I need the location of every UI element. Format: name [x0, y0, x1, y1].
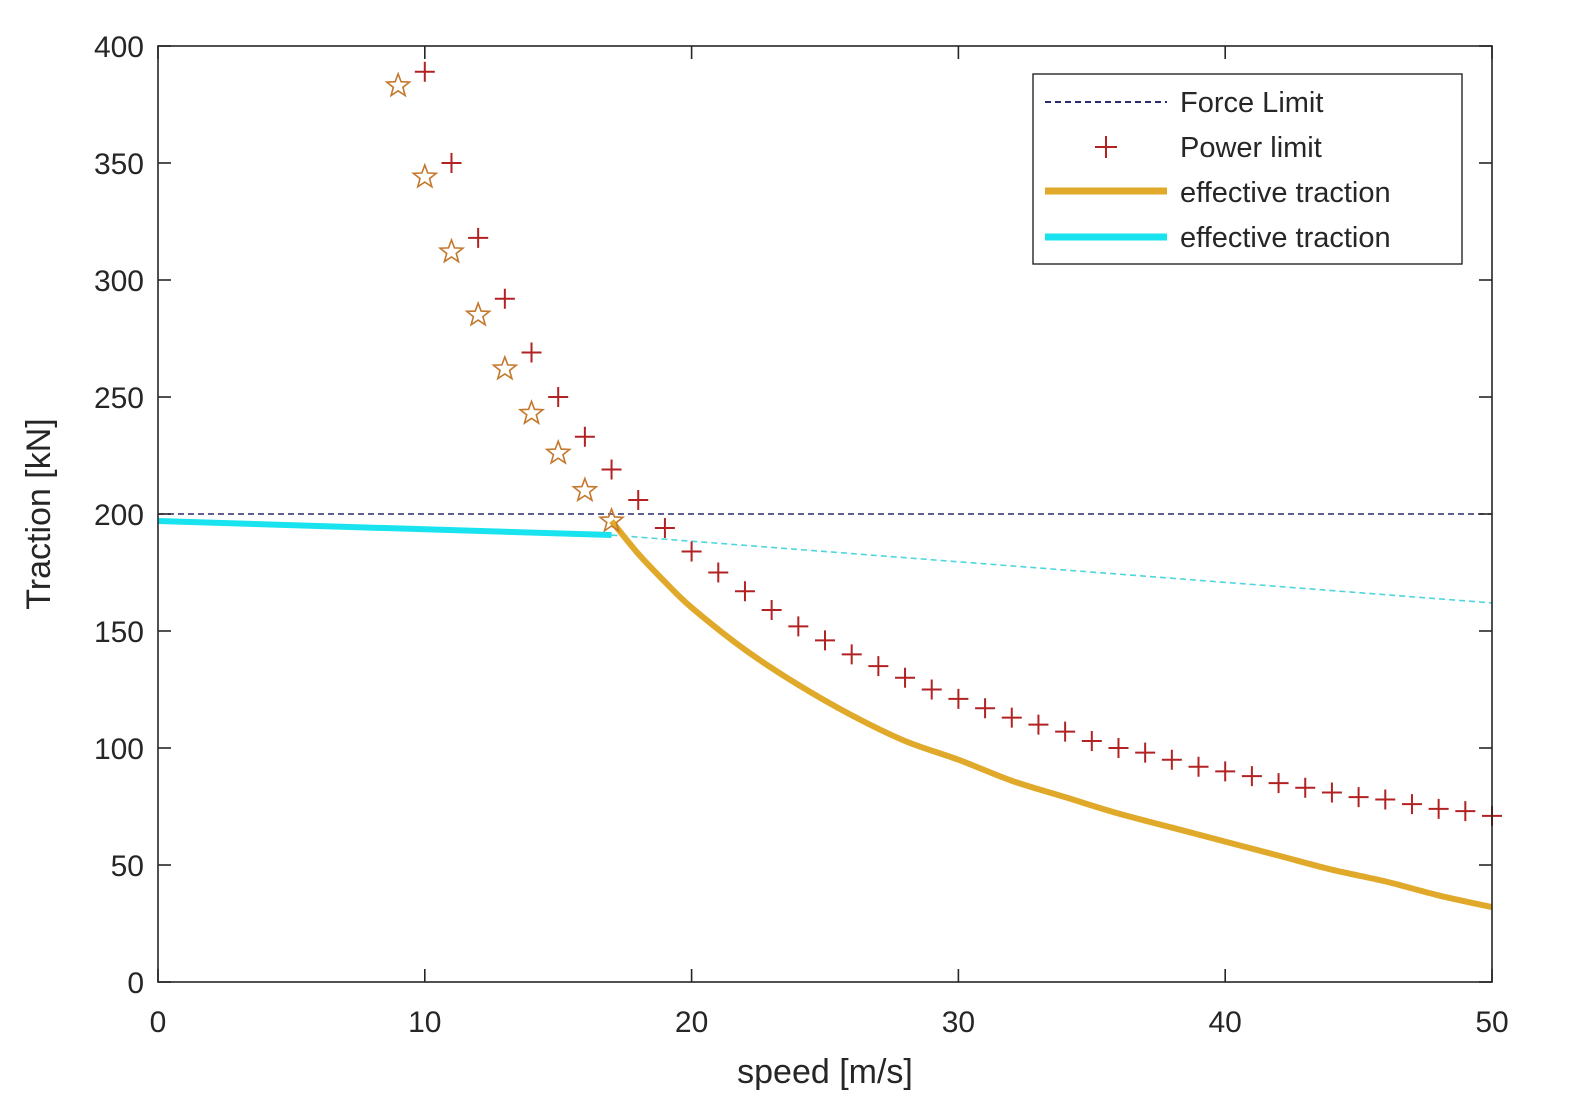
power-limit-point — [1215, 761, 1236, 782]
power-limit-point — [681, 541, 702, 562]
power-limit-point — [1321, 782, 1342, 803]
power-limit-point — [708, 562, 729, 583]
power-limit-point — [441, 153, 462, 173]
power-limit-point — [601, 459, 622, 480]
y-tick-label: 300 — [94, 265, 144, 298]
power-limit-point — [1028, 714, 1049, 735]
legend-box — [1032, 73, 1463, 265]
power-limit-point — [1241, 766, 1262, 787]
cyan-dashed-extension-line — [611, 534, 1493, 604]
x-tick-label: 0 — [150, 1006, 167, 1039]
y-tick-label: 50 — [111, 850, 144, 883]
legend-label-force-limit: Force Limit — [1180, 87, 1323, 119]
effective-traction-gold-line-path — [609, 519, 1493, 911]
star-point — [571, 476, 599, 503]
power-limit-point — [788, 616, 809, 637]
legend: Force Limit Power limit effective tracti… — [1032, 73, 1463, 265]
star-point — [384, 71, 412, 98]
ticks-layer: 0 10 20 30 40 50 0 50 100 150 200 250 300 350 400 — [94, 31, 1509, 1039]
power-limit-point — [1108, 738, 1129, 758]
power-limit-point — [1348, 787, 1369, 808]
power-limit-point — [895, 667, 916, 688]
power-limit-point — [1401, 794, 1422, 815]
power-limit-point — [734, 581, 755, 602]
power-limit-point — [761, 599, 782, 620]
power-limit-point — [815, 630, 835, 651]
cyan-dashed-extension-line-path — [611, 534, 1493, 604]
y-tick-label: 150 — [94, 616, 144, 649]
x-tick-label: 20 — [675, 1006, 708, 1039]
legend-label-effective-traction-gold: effective traction — [1180, 177, 1391, 209]
y-tick-label: 0 — [127, 967, 144, 1000]
series-layer — [157, 61, 1502, 911]
legend-label-power-limit: Power limit — [1180, 132, 1322, 164]
x-tick-label: 30 — [942, 1006, 975, 1039]
star-point — [411, 162, 439, 189]
star-point — [544, 438, 572, 465]
star-point — [597, 506, 626, 533]
power-limit-point — [1081, 730, 1102, 751]
power-limit-point — [1268, 773, 1289, 794]
y-axis-label: Traction [kN] — [20, 418, 58, 609]
x-tick-label: 50 — [1475, 1006, 1508, 1039]
power-limit-point — [921, 679, 942, 700]
y-tick-label: 200 — [94, 499, 144, 532]
y-tick-label: 400 — [94, 31, 144, 64]
star-point — [437, 237, 466, 264]
power-limit-point — [574, 426, 595, 447]
x-tick-label: 10 — [408, 1006, 441, 1039]
power-limit-point — [975, 698, 996, 719]
star-markers — [384, 71, 626, 533]
star-point — [464, 300, 492, 327]
star-point — [491, 354, 519, 381]
star-point — [517, 399, 546, 425]
power-limit-point — [548, 387, 569, 407]
power-limit-point — [1055, 721, 1076, 742]
power-limit-point — [468, 227, 489, 248]
power-limit-point — [654, 518, 675, 539]
power-limit-point — [948, 688, 969, 709]
effective-traction-gold-line — [609, 519, 1493, 911]
x-tick-label: 40 — [1209, 1006, 1242, 1039]
y-tick-label: 100 — [94, 733, 144, 766]
effective-traction-cyan-line — [157, 518, 612, 539]
power-limit-point — [1135, 742, 1156, 763]
power-limit-point — [494, 288, 515, 309]
power-limit-point — [1001, 707, 1022, 728]
x-axis-label: speed [m/s] — [737, 1053, 913, 1091]
power-limit-point — [521, 342, 542, 363]
power-limit-markers — [414, 61, 1502, 826]
y-tick-label: 250 — [94, 382, 144, 415]
power-limit-point — [414, 61, 435, 82]
power-limit-point — [1375, 789, 1396, 810]
effective-traction-cyan-line-path — [157, 518, 612, 539]
power-limit-point — [628, 489, 649, 510]
power-limit-point — [841, 644, 862, 665]
y-tick-label: 350 — [94, 148, 144, 181]
power-limit-point — [1295, 777, 1316, 798]
power-limit-point — [1428, 798, 1449, 819]
power-limit-point — [1455, 801, 1476, 822]
power-limit-point — [1161, 749, 1182, 770]
legend-label-effective-traction-cyan: effective traction — [1180, 222, 1391, 254]
power-limit-point — [868, 656, 889, 677]
power-limit-point — [1188, 756, 1209, 777]
legend-swatch-power-limit — [1095, 136, 1117, 158]
